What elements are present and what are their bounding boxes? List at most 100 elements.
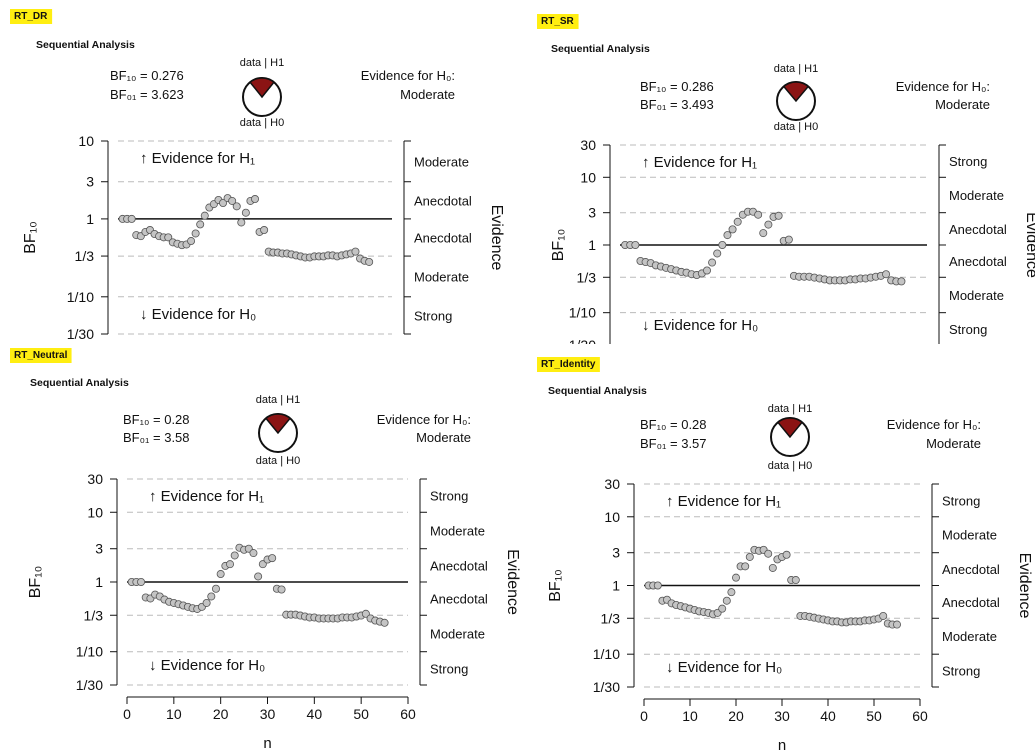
evidence-band-label: Strong bbox=[942, 493, 980, 508]
evidence-level: Moderate bbox=[926, 436, 981, 451]
evidence-band-label: Anecdotal bbox=[942, 562, 1000, 577]
data-point bbox=[754, 210, 763, 219]
y-tick-label: 10 bbox=[604, 509, 620, 525]
panel-title: Sequential Analysis bbox=[36, 39, 135, 51]
y-tick-label: 1 bbox=[86, 211, 94, 227]
evidence-title: Evidence for H₀: bbox=[361, 68, 455, 83]
bf-label: BF₀₁ = bbox=[110, 87, 151, 102]
pie-label: data | H0 bbox=[240, 117, 284, 129]
y-tick-label: 1/10 bbox=[76, 644, 103, 660]
panel-label: RT_SR bbox=[541, 16, 575, 27]
data-point bbox=[258, 560, 267, 569]
bf-value: 0.286 bbox=[681, 79, 714, 94]
x-tick-label: 20 bbox=[728, 708, 744, 724]
data-point bbox=[722, 596, 731, 605]
bf-value: 0.276 bbox=[151, 68, 184, 83]
data-point bbox=[732, 573, 741, 582]
right-axis-label: Evidence bbox=[1023, 212, 1035, 278]
y-axis-label: BF₁₀ bbox=[22, 221, 39, 253]
data-point bbox=[230, 551, 239, 560]
y-tick-label: 30 bbox=[580, 137, 596, 153]
data-point bbox=[226, 560, 235, 569]
data-point bbox=[237, 218, 246, 227]
data-point bbox=[207, 592, 216, 601]
evidence-band-label: Moderate bbox=[949, 188, 1004, 203]
data-point bbox=[882, 270, 891, 279]
data-point bbox=[897, 277, 906, 286]
annotation: ↑ Evidence for H₁ bbox=[666, 493, 781, 510]
data-point bbox=[782, 550, 791, 559]
bf-value: 0.28 bbox=[164, 412, 189, 427]
x-tick-label: 20 bbox=[213, 706, 229, 722]
bf-text: BF₁₀ = 0.28 bbox=[640, 417, 707, 432]
pie-label: data | H1 bbox=[774, 63, 818, 75]
data-point bbox=[137, 577, 146, 586]
evidence-band-label: Moderate bbox=[430, 523, 485, 538]
x-tick-label: 10 bbox=[166, 706, 182, 722]
y-axis-label: BF₁₀ bbox=[550, 229, 567, 261]
evidence-band-label: Moderate bbox=[430, 626, 485, 641]
pie-label: data | H1 bbox=[256, 394, 300, 406]
panel-title: Sequential Analysis bbox=[548, 385, 647, 397]
y-axis-label: BF₁₀ bbox=[547, 569, 564, 601]
x-tick-label: 40 bbox=[307, 706, 323, 722]
data-point bbox=[351, 247, 360, 256]
data-point bbox=[216, 570, 225, 579]
evidence-band-label: Strong bbox=[414, 308, 452, 323]
data-point bbox=[879, 611, 888, 620]
bf-text: BF₀₁ = 3.58 bbox=[123, 430, 190, 445]
x-tick-label: 60 bbox=[400, 706, 416, 722]
bf-label: BF₀₁ = bbox=[123, 430, 164, 445]
x-axis-label: n bbox=[263, 735, 271, 751]
panel-title: Sequential Analysis bbox=[551, 43, 650, 55]
x-tick-label: 30 bbox=[774, 708, 790, 724]
data-point bbox=[250, 195, 259, 204]
bf-text: BF₁₀ = 0.276 bbox=[110, 68, 184, 83]
bf-text: BF₀₁ = 3.493 bbox=[640, 97, 714, 112]
bf-value: 0.28 bbox=[681, 417, 706, 432]
y-tick-label: 1/30 bbox=[67, 326, 94, 342]
data-point bbox=[727, 588, 736, 597]
data-point bbox=[723, 231, 732, 240]
y-axis-label: BF₁₀ bbox=[27, 566, 44, 598]
y-tick-label: 1 bbox=[95, 574, 103, 590]
label-highlight bbox=[537, 357, 600, 372]
bf-text: BF₁₀ = 0.28 bbox=[123, 412, 190, 427]
data-point bbox=[365, 257, 374, 266]
bf-label: BF₁₀ = bbox=[110, 68, 151, 83]
bf-text: BF₀₁ = 3.57 bbox=[640, 436, 707, 451]
y-tick-label: 1/10 bbox=[569, 305, 596, 321]
x-tick-label: 0 bbox=[640, 708, 648, 724]
data-point bbox=[702, 266, 711, 275]
data-point bbox=[219, 198, 228, 207]
panel-label: RT_Identity bbox=[541, 359, 596, 370]
y-tick-label: 3 bbox=[588, 205, 596, 221]
data-point bbox=[277, 585, 286, 594]
data-point bbox=[268, 554, 277, 563]
data-point bbox=[764, 549, 773, 558]
y-tick-label: 1 bbox=[612, 577, 620, 593]
pie-label: data | H0 bbox=[256, 455, 300, 467]
data-point bbox=[232, 202, 241, 211]
evidence-band-label: Moderate bbox=[942, 528, 997, 543]
evidence-band-label: Anecdotal bbox=[949, 254, 1007, 269]
data-point bbox=[241, 208, 250, 217]
evidence-band-label: Moderate bbox=[414, 154, 469, 169]
annotation: ↑ Evidence for H₁ bbox=[642, 154, 757, 171]
data-point bbox=[893, 620, 902, 629]
x-tick-label: 0 bbox=[123, 706, 131, 722]
pie-label: data | H1 bbox=[768, 403, 812, 415]
evidence-level: Moderate bbox=[400, 87, 455, 102]
evidence-band-label: Moderate bbox=[949, 288, 1004, 303]
bf-label: BF₁₀ = bbox=[640, 79, 681, 94]
data-point bbox=[728, 225, 737, 234]
evidence-band-label: Anecdotal bbox=[949, 222, 1007, 237]
evidence-band-label: Anecdotal bbox=[414, 230, 472, 245]
y-tick-label: 10 bbox=[78, 133, 94, 149]
data-point bbox=[249, 549, 258, 558]
y-tick-label: 1/3 bbox=[577, 269, 597, 285]
data-point bbox=[196, 220, 205, 229]
evidence-band-label: Strong bbox=[430, 489, 468, 504]
pie-label: data | H1 bbox=[240, 57, 284, 69]
